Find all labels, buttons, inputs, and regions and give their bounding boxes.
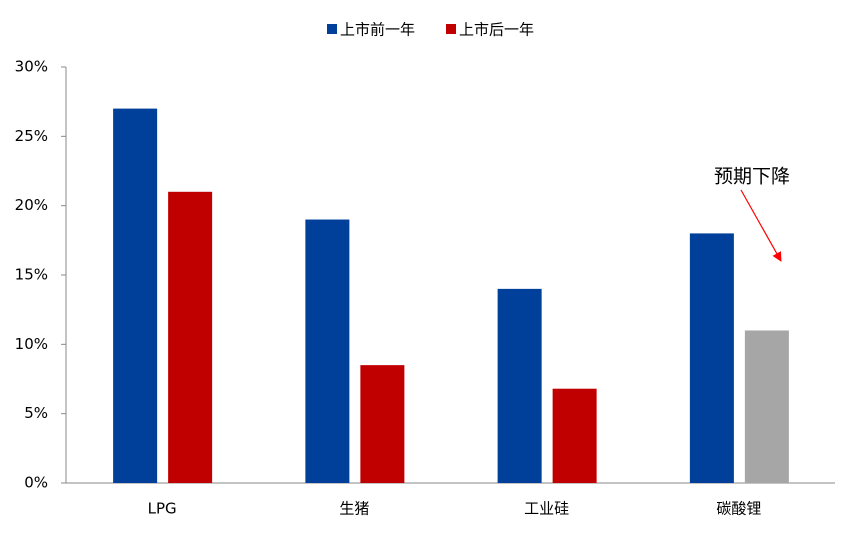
bar bbox=[305, 219, 350, 484]
legend-swatch bbox=[327, 24, 337, 34]
annotation: 预期下降 bbox=[714, 166, 790, 188]
y-tick-label: 25% bbox=[15, 127, 48, 145]
bar bbox=[552, 388, 597, 483]
annotation-arrow bbox=[740, 189, 782, 262]
x-tick-label: 工业硅 bbox=[524, 500, 569, 518]
bar bbox=[360, 365, 405, 483]
y-tick-label: 20% bbox=[15, 196, 48, 214]
bar bbox=[689, 233, 734, 483]
y-tick-label: 5% bbox=[24, 404, 48, 422]
bar bbox=[744, 330, 789, 483]
y-tick-label: 0% bbox=[24, 474, 48, 492]
y-tick-label: 30% bbox=[15, 58, 48, 76]
legend-label: 上市后一年 bbox=[459, 21, 534, 39]
y-tick-label: 10% bbox=[15, 335, 48, 353]
x-tick-label: 生猪 bbox=[339, 500, 369, 518]
x-tick-label: 碳酸锂 bbox=[716, 500, 761, 518]
bar bbox=[113, 108, 158, 483]
bar bbox=[168, 191, 213, 484]
legend-swatch bbox=[446, 24, 456, 34]
bar bbox=[497, 288, 542, 483]
x-tick-label: LPG bbox=[148, 500, 177, 518]
y-tick-label: 15% bbox=[15, 266, 48, 284]
legend-label: 上市前一年 bbox=[340, 21, 415, 39]
